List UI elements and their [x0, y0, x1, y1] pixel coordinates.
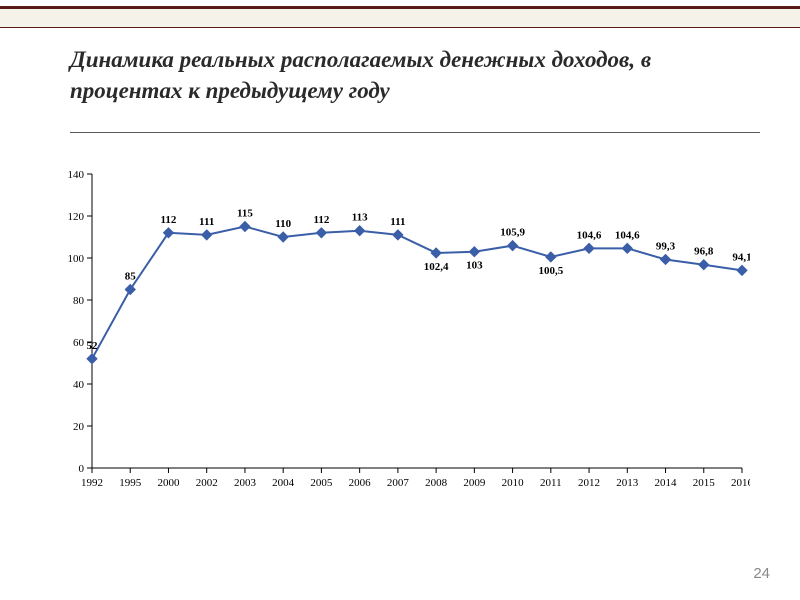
svg-text:40: 40: [73, 379, 85, 391]
svg-text:115: 115: [237, 208, 253, 220]
svg-text:0: 0: [79, 463, 85, 475]
svg-text:2015: 2015: [693, 477, 716, 489]
svg-text:112: 112: [161, 214, 177, 226]
svg-text:2005: 2005: [310, 477, 333, 489]
svg-text:2010: 2010: [502, 477, 525, 489]
svg-text:120: 120: [68, 211, 85, 223]
svg-text:1995: 1995: [119, 477, 142, 489]
svg-text:99,3: 99,3: [656, 240, 676, 252]
svg-text:100,5: 100,5: [538, 265, 563, 277]
svg-text:102,4: 102,4: [424, 261, 449, 273]
svg-text:20: 20: [73, 421, 85, 433]
svg-text:2013: 2013: [616, 477, 639, 489]
svg-text:80: 80: [73, 295, 85, 307]
chart-series: [92, 227, 742, 359]
svg-text:104,6: 104,6: [615, 229, 640, 241]
page-number: 24: [753, 565, 770, 582]
chart-svg: 0 20 40 60 80 100 120 140 1992 1995 2000 2002 2003 2…: [50, 168, 750, 528]
svg-text:111: 111: [199, 216, 214, 228]
svg-text:140: 140: [68, 169, 85, 181]
svg-text:2011: 2011: [540, 477, 562, 489]
svg-text:105,9: 105,9: [500, 227, 525, 239]
svg-text:112: 112: [313, 214, 329, 226]
svg-text:110: 110: [275, 218, 291, 230]
svg-text:1992: 1992: [81, 477, 103, 489]
svg-text:2009: 2009: [463, 477, 486, 489]
svg-text:104,6: 104,6: [577, 229, 602, 241]
svg-text:111: 111: [390, 216, 405, 228]
svg-text:2008: 2008: [425, 477, 448, 489]
chart-title: Динамика реальных располагаемых денежных…: [70, 44, 760, 106]
svg-text:2003: 2003: [234, 477, 256, 489]
title-underline: [70, 132, 760, 133]
header-band: [0, 6, 800, 28]
svg-text:2007: 2007: [387, 477, 410, 489]
svg-text:2000: 2000: [157, 477, 180, 489]
y-axis: 0 20 40 60 80 100 120 140: [68, 169, 93, 475]
svg-text:60: 60: [73, 337, 85, 349]
svg-text:96,8: 96,8: [694, 246, 714, 258]
svg-text:85: 85: [125, 271, 137, 283]
svg-text:2002: 2002: [196, 477, 218, 489]
svg-text:52: 52: [87, 340, 99, 352]
income-dynamics-chart: 0 20 40 60 80 100 120 140 1992 1995 2000 2002 2003 2…: [50, 168, 750, 528]
svg-text:2016: 2016: [731, 477, 750, 489]
x-axis: 1992 1995 2000 2002 2003 2004 2005 2006 2007 2008…: [81, 468, 750, 489]
svg-text:2012: 2012: [578, 477, 600, 489]
svg-text:2004: 2004: [272, 477, 295, 489]
svg-text:100: 100: [68, 253, 85, 265]
svg-text:94,1: 94,1: [732, 251, 750, 263]
svg-text:2006: 2006: [349, 477, 372, 489]
data-labels: 52 85 112 111 115 110 112 113 111 102,4 103 105,9 10…: [87, 208, 751, 352]
svg-text:113: 113: [352, 212, 368, 224]
svg-text:103: 103: [466, 260, 483, 272]
svg-text:2014: 2014: [655, 477, 678, 489]
